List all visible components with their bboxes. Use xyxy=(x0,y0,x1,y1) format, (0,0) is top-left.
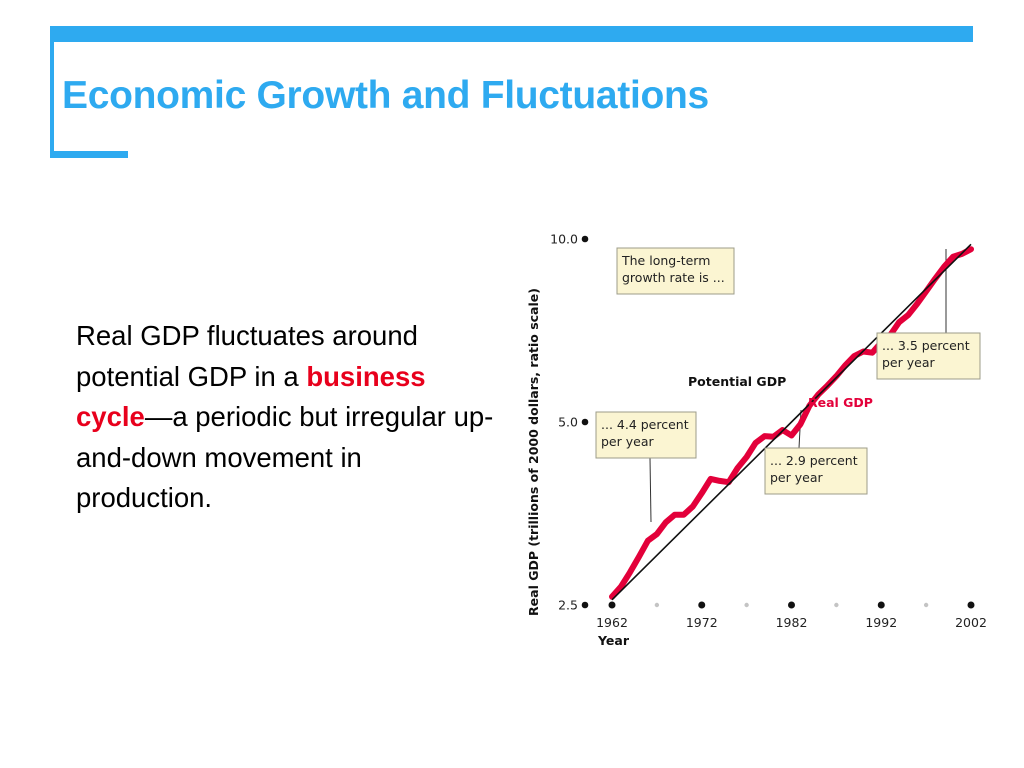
x-minor-tick-dot xyxy=(744,602,749,608)
real-gdp-line xyxy=(609,246,974,600)
x-tick-dot xyxy=(967,601,975,609)
callout-text: growth rate is ... xyxy=(622,270,725,285)
y-tick-label: 5.0 xyxy=(558,415,578,430)
gdp-chart: Real GDP (trillions of 2000 dollars, rat… xyxy=(526,232,987,649)
y-tick-dot xyxy=(581,235,589,243)
x-minor-tick-dot xyxy=(923,602,929,608)
x-axis-ticks: 1962 1972 1982 1992 2002 xyxy=(596,601,987,630)
callout-text: per year xyxy=(770,470,823,485)
x-tick-label: 2002 xyxy=(955,615,987,630)
accent-bar-top xyxy=(50,26,973,42)
x-minor-tick-dot xyxy=(654,602,660,608)
x-tick-label: 1992 xyxy=(865,615,897,630)
series-label-potential-gdp: Potential GDP xyxy=(688,374,786,389)
x-tick-label: 1962 xyxy=(596,615,628,630)
callout-text: ... 2.9 percent xyxy=(770,453,858,468)
callout-text: The long-term xyxy=(621,253,710,268)
accent-bar-bottom xyxy=(50,151,128,158)
callout-text: ... 3.5 percent xyxy=(882,338,970,353)
x-tick-dot xyxy=(608,601,616,609)
x-minor-tick-dot xyxy=(834,602,839,608)
callout-box xyxy=(595,411,697,459)
callout-box xyxy=(764,447,868,495)
callout-box xyxy=(876,332,981,380)
body-text-end: —a periodic but irregular up-and-down mo… xyxy=(76,401,494,513)
x-tick-dot xyxy=(788,601,795,609)
callout-text: ... 4.4 percent xyxy=(601,417,689,432)
y-tick-label: 10.0 xyxy=(550,232,578,247)
body-text: Real GDP fluctuates around potential GDP… xyxy=(76,316,496,519)
y-tick-dot xyxy=(581,418,589,426)
callout-rate-35: ... 3.5 percent per year xyxy=(876,332,981,380)
y-tick-label: 2.5 xyxy=(558,598,578,613)
slide-title: Economic Growth and Fluctuations xyxy=(62,74,709,117)
callout-rate-44: ... 4.4 percent per year xyxy=(595,411,697,459)
callout-text: per year xyxy=(882,355,935,370)
series-label-real-gdp: Real GDP xyxy=(808,395,873,410)
callout-box xyxy=(616,247,735,295)
y-axis-ticks: 2.5 5.0 10.0 xyxy=(550,232,589,613)
body-text-start: Real GDP fluctuates around potential GDP… xyxy=(76,320,418,392)
y-tick-dot xyxy=(581,601,589,609)
leader-line xyxy=(649,457,652,523)
callout-text: per year xyxy=(601,434,654,449)
business-cycle-term: business cycle xyxy=(76,360,426,433)
accent-bar-left xyxy=(50,26,54,158)
callout-rate-29: ... 2.9 percent per year xyxy=(764,447,868,495)
x-tick-label: 1972 xyxy=(686,615,718,630)
callouts: The long-term growth rate is ... ... 4.4 p… xyxy=(595,247,981,495)
x-tick-dot xyxy=(698,601,706,609)
x-axis-title: Year xyxy=(597,633,630,648)
y-axis-title: Real GDP (trillions of 2000 dollars, rat… xyxy=(526,288,541,616)
x-tick-dot xyxy=(877,601,885,609)
callout-long-term: The long-term growth rate is ... xyxy=(616,247,735,295)
x-tick-label: 1982 xyxy=(776,615,808,630)
potential-gdp-line xyxy=(611,243,972,601)
